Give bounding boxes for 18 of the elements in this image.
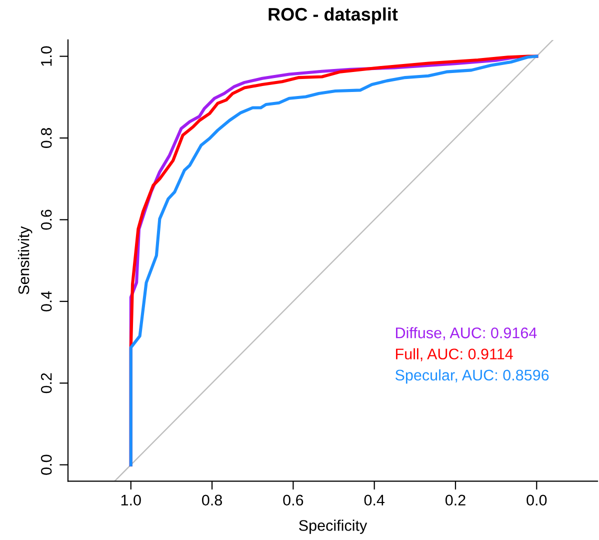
- x-tick-label: 0.6: [283, 494, 304, 506]
- y-tick-label: 0.4: [40, 291, 52, 312]
- x-tick-label: 1.0: [121, 494, 141, 506]
- y-tick-label: 0.6: [40, 210, 52, 230]
- y-tick-label: 0.2: [40, 373, 52, 394]
- text: Full, AUC: 0.9114: [396, 348, 513, 362]
- text: Specular, AUC: 0.8596: [395, 369, 549, 384]
- x-tick-label: 0.8: [202, 494, 222, 506]
- x-tick-label: 0.2: [445, 494, 466, 506]
- text: Diffuse, AUC: 0.9164: [396, 327, 537, 340]
- y-tick-label: 0.0: [40, 454, 52, 475]
- x-axis-title: Specificity: [299, 520, 368, 534]
- y-tick-label: 0.8: [40, 128, 52, 148]
- x-tick-label: 0.4: [364, 494, 385, 506]
- chart-title: ROC - datasplit: [268, 7, 398, 24]
- y-axis-title: Sensitivity: [18, 226, 32, 294]
- x-tick-label: 0.0: [526, 494, 547, 506]
- y-tick-label: 1.0: [40, 46, 52, 66]
